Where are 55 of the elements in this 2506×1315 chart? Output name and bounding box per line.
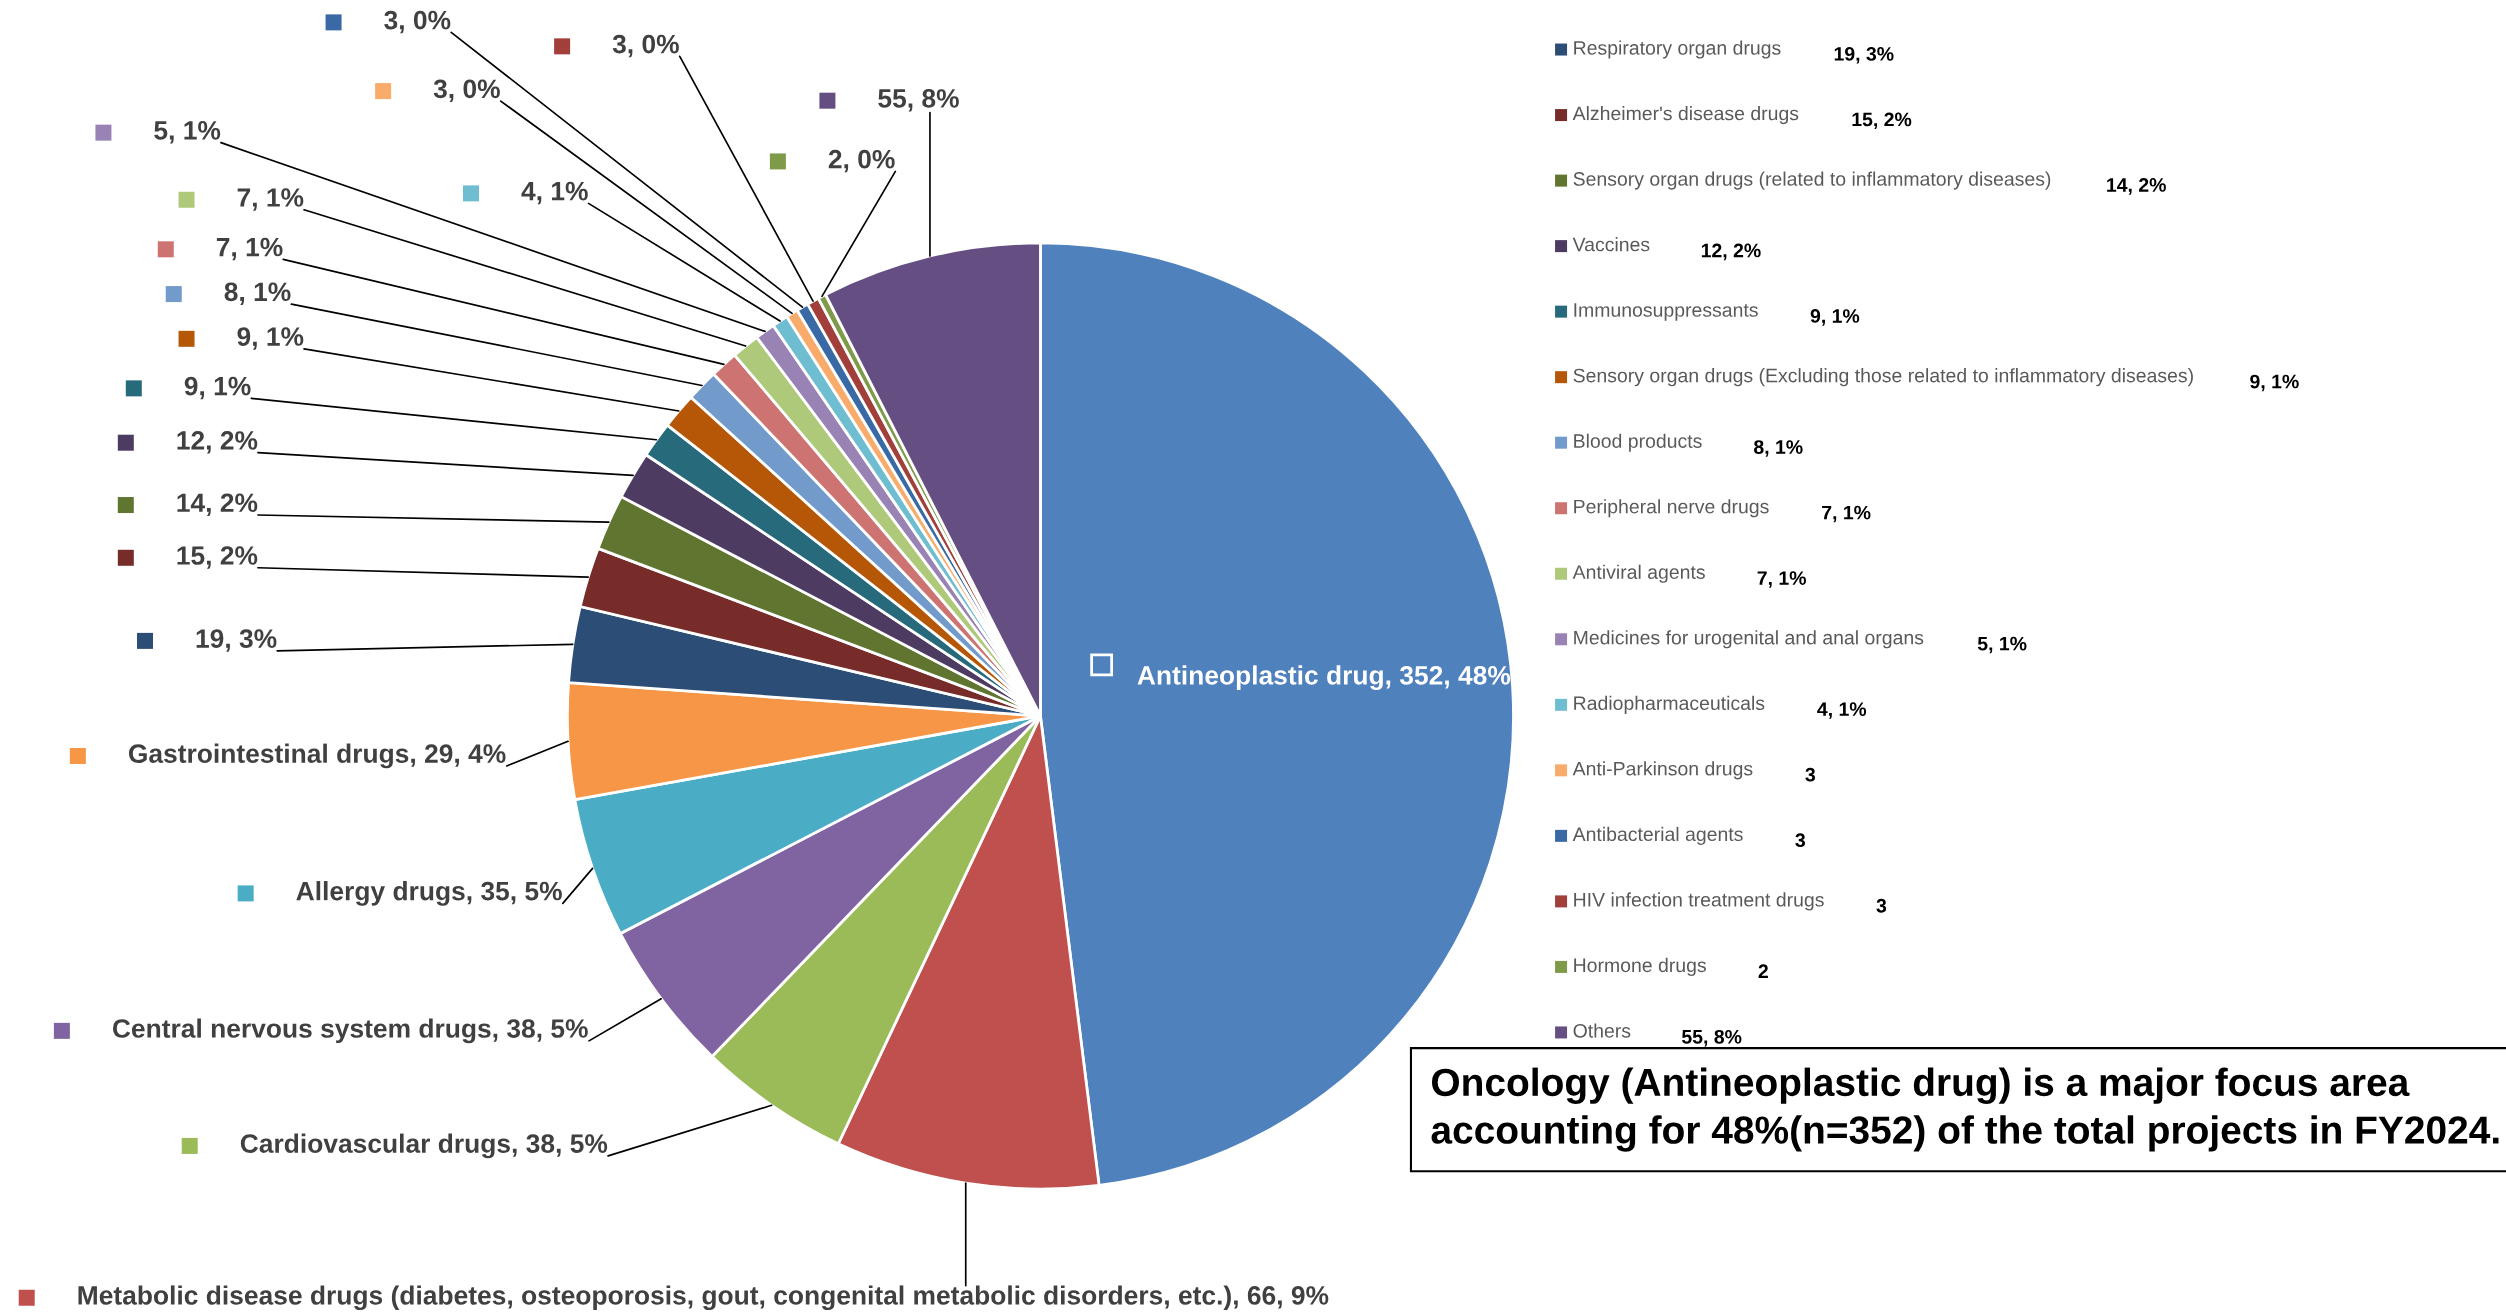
text: 3 — [1876, 898, 1887, 913]
legend-label: Vaccines — [1572, 237, 1650, 252]
legend-label: Blood products — [1574, 433, 1702, 452]
data-label: 7, 1% — [237, 188, 304, 211]
data-label: 9, 1% — [184, 376, 251, 400]
legend-label: Sensory organ drugs (Excluding those related to inflammatory diseases) — [1573, 368, 2193, 387]
text: 19, 3% — [1834, 47, 1894, 64]
data-label: 7, 1% — [216, 237, 283, 261]
data-label: 3, 0% — [384, 10, 451, 34]
slice-label: Antineoplastic drug, 352, 48% — [1137, 665, 1511, 691]
legend-label: Others — [1573, 1023, 1631, 1038]
text: 14, 2% — [2107, 178, 2166, 195]
text: 5, 1% — [1977, 636, 2027, 654]
data-label: 9, 1% — [237, 327, 304, 350]
text: 15, 2% — [1852, 112, 1912, 130]
data-label: 15, 2% — [177, 546, 258, 569]
legend-label: Respiratory organ drugs — [1574, 40, 1781, 59]
legend-label: Allergy drugs, 35, 5% — [296, 881, 562, 906]
legend-label: HIV infection treatment drugs — [1574, 892, 1824, 911]
legend-label: Central nervous system drugs, 38, 5% — [112, 1018, 588, 1044]
text: Oncology (Antineoplastic drug) is a major focus area accounting for 48%(n=352) of the total projects in FY2024. — [1431, 1067, 2499, 1152]
legend-label: Immunosuppressants — [1574, 303, 1758, 321]
text: 3 — [1795, 833, 1805, 848]
data-label: 2, 0% — [828, 149, 895, 173]
legend-label: Antibacterial agents — [1572, 826, 1743, 845]
legend-label: Alzheimer's disease drugs — [1572, 106, 1799, 125]
legend-label: Radiopharmaceuticals — [1574, 695, 1765, 714]
data-label: 12, 2% — [177, 431, 258, 454]
legend-label: Anti-Parkinson drugs — [1572, 761, 1753, 780]
legend-label: Gastrointestinal drugs, 29, 4% — [128, 743, 506, 769]
text: 7, 1% — [1757, 571, 1806, 588]
legend-label: Cardiovascular drugs, 38, 5% — [240, 1133, 608, 1159]
text: 8, 1% — [1754, 440, 1803, 457]
data-label: 14, 2% — [177, 493, 258, 516]
legend-label: Peripheral nerve drugs — [1574, 499, 1769, 518]
text: 9, 1% — [2250, 374, 2299, 392]
text: 55, 8% — [1681, 1029, 1742, 1047]
legend-label: Metabolic disease drugs (diabetes, osteoporosis, gout, congenital metabolic disorders, etc.), 66, 9% — [78, 1285, 1329, 1311]
text: 12, 2% — [1701, 243, 1761, 261]
data-label: 5, 1% — [154, 121, 221, 144]
text: 4, 1% — [1817, 702, 1867, 719]
data-label: 3, 0% — [433, 79, 500, 103]
text: 3 — [1805, 767, 1815, 782]
data-label: 19, 3% — [196, 629, 277, 652]
data-label: 4, 1% — [521, 181, 588, 205]
text: 7, 1% — [1822, 505, 1871, 523]
legend-label: Sensory organ drugs (related to inflammatory diseases) — [1573, 171, 2051, 190]
text: 2 — [1758, 964, 1768, 978]
legend-label: Hormone drugs — [1574, 957, 1706, 976]
text: 9, 1% — [1810, 309, 1860, 326]
data-label: 55, 8% — [878, 89, 959, 112]
legend-label: Antiviral agents — [1572, 564, 1705, 583]
legend-label: Medicines for urogenital and anal organs — [1574, 630, 1924, 649]
data-label: 8, 1% — [224, 282, 291, 305]
data-label: 3, 0% — [612, 34, 679, 58]
